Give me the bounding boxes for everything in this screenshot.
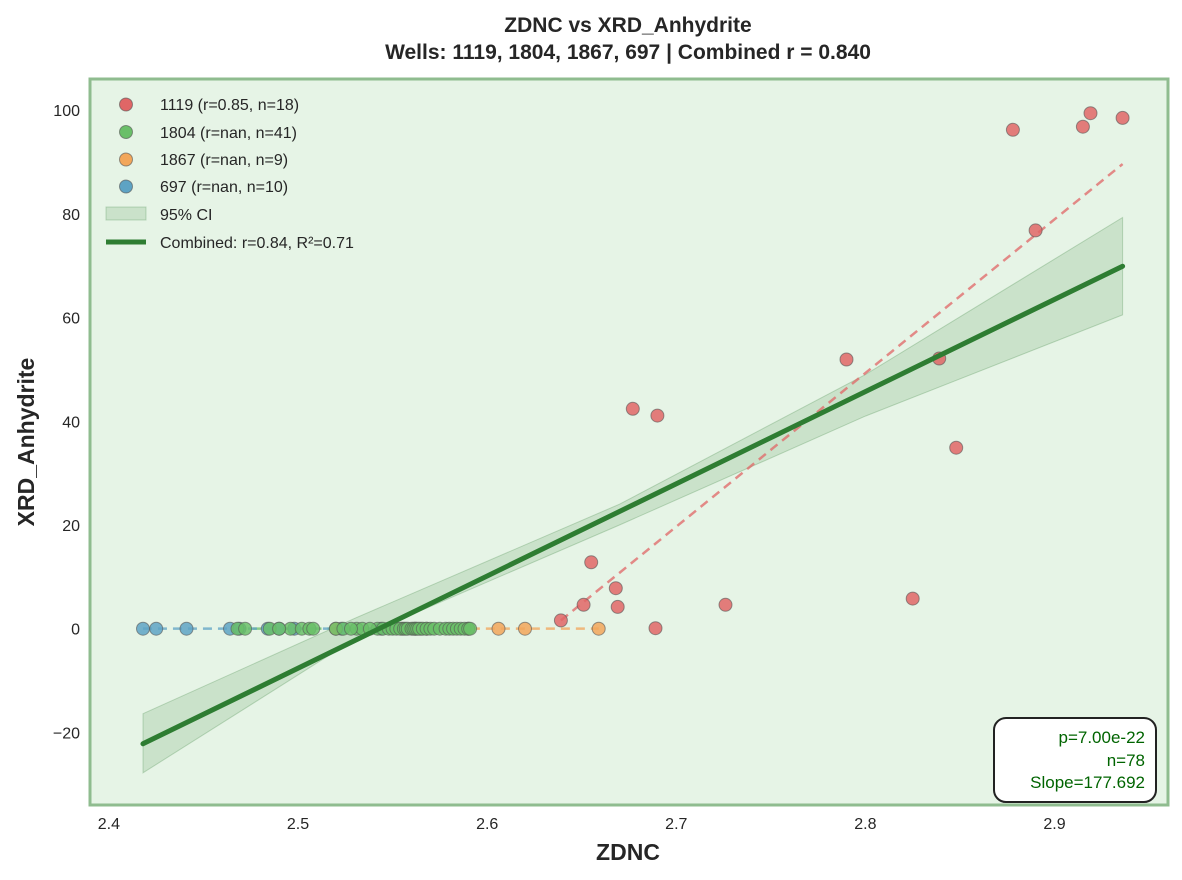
data-point-series-0-12 [949,440,964,455]
ci-band-layer [142,216,1124,774]
data-point-series-0-9 [839,352,854,367]
data-point-series-1-1 [238,621,253,636]
y-tick-label-5: 80 [62,207,80,224]
legend-marker-1119 [119,97,133,112]
legend-marker-1867 [119,152,133,167]
stats-box-frame [993,717,1157,803]
plot-frame [88,77,1170,807]
data-point-series-0-15 [1075,119,1090,134]
data-point-series-2-6 [491,621,506,636]
data-point-series-0-8 [718,597,733,612]
data-point-series-2-7 [518,621,532,636]
data-point-series-0-4 [610,599,625,614]
legend-label-1119: 1119 (r=0.85, n=18) [160,97,299,114]
chart-subtitle: Wells: 1119, 1804, 1867, 697 | Combined … [385,41,871,64]
data-point-series-0-17 [1115,110,1130,125]
data-point-series-1-40 [272,621,287,636]
legend-marker-697 [119,179,133,194]
legend-label-combined: Combined: r=0.84, R²=0.71 [160,235,354,252]
data-point-series-0-7 [650,408,665,423]
y-tick-label-0: −20 [53,725,80,742]
fit-line-series-0 [560,163,1124,622]
y-tick-label-6: 100 [53,103,80,120]
y-axis-ticks: −20 0 20 40 60 80 100 [53,103,80,742]
x-tick-label-5: 2.9 [1043,816,1065,833]
data-point-series-0-6 [648,621,663,636]
data-point-series-0-2 [584,555,599,570]
data-points [136,106,1130,636]
x-tick-label-3: 2.7 [665,816,687,833]
ci-band [142,216,1124,774]
x-axis-ticks: 2.4 2.5 2.6 2.7 2.8 2.9 [98,816,1066,833]
y-tick-label-1: 0 [71,622,80,639]
data-point-series-3-1 [149,621,164,636]
data-point-series-0-10 [905,591,920,606]
data-point-series-0-1 [576,597,591,612]
legend-marker-1804 [119,125,133,139]
y-tick-label-2: 20 [62,518,80,535]
data-point-series-0-16 [1083,106,1098,121]
legend-label-ci: 95% CI [160,207,212,224]
data-point-series-0-13 [1005,122,1020,137]
stats-p-value: p=7.00e-22 [1059,728,1146,747]
data-point-series-1-6 [306,621,321,636]
x-tick-label-0: 2.4 [98,816,120,833]
data-point-series-3-0 [136,621,150,636]
data-point-series-3-2 [179,621,194,636]
data-point-series-1-37 [463,621,478,636]
legend-label-1867: 1867 (r=nan, n=9) [160,152,288,169]
y-axis-label: XRD_Anhydrite [13,358,39,527]
legend: 1119 (r=0.85, n=18) 1804 (r=nan, n=41) 1… [105,97,354,252]
legend-label-697: 697 (r=nan, n=10) [160,179,288,196]
stats-n: n=78 [1107,751,1145,770]
combined-fit-layer [140,263,1126,747]
combined-fit-line [140,263,1126,747]
stats-box: p=7.00e-22 n=78 Slope=177.692 [993,717,1157,803]
legend-ci-swatch [105,206,147,221]
data-point-series-0-0 [553,613,568,628]
stats-slope: Slope=177.692 [1030,773,1145,792]
data-point-series-2-8 [591,621,606,636]
x-tick-label-1: 2.5 [287,816,309,833]
data-point-series-0-3 [608,581,623,596]
chart-title: ZDNC vs XRD_Anhydrite [504,14,751,37]
data-point-series-0-14 [1028,223,1043,238]
data-point-series-1-39 [344,621,358,636]
x-axis-label: ZDNC [596,839,660,865]
data-point-series-0-5 [625,401,640,416]
y-tick-label-3: 40 [62,414,80,431]
legend-label-1804: 1804 (r=nan, n=41) [160,125,297,142]
y-tick-label-4: 60 [62,311,80,328]
x-tick-label-4: 2.8 [854,816,876,833]
x-tick-label-2: 2.6 [476,816,498,833]
